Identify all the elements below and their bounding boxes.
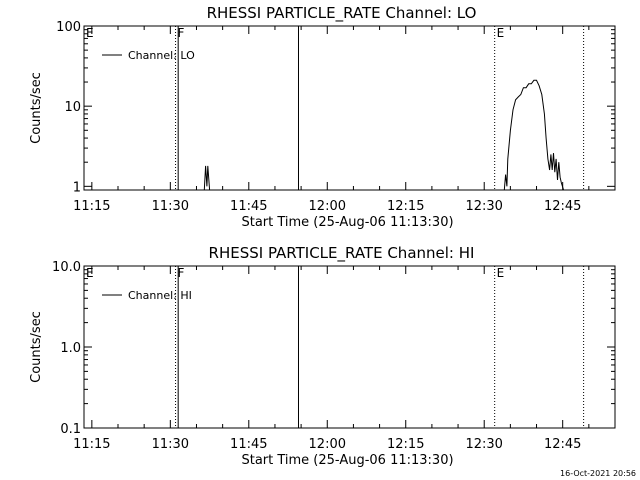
- footer-timestamp: 16-Oct-2021 20:56: [560, 469, 636, 478]
- chart-panel-0: RHESSI PARTICLE_RATE Channel: LO 11:15 11:…: [29, 4, 616, 230]
- x-tick-label: 12:00: [309, 437, 346, 452]
- y-tick-label: 1.0: [60, 341, 81, 356]
- y-tick-label: 10: [64, 100, 81, 115]
- x-tick-label: 11:45: [230, 199, 267, 214]
- x-tick-label: 11:30: [152, 437, 189, 452]
- x-tick-label: 11:15: [73, 437, 110, 452]
- event-marker-label: F: [178, 26, 185, 40]
- x-tick-label: 12:45: [544, 437, 581, 452]
- x-axis-label: Start Time (25-Aug-06 11:13:30): [241, 453, 453, 468]
- series-line: [503, 79, 565, 190]
- chart-title: RHESSI PARTICLE_RATE Channel: HI: [209, 244, 475, 263]
- x-tick-label: 12:30: [465, 437, 502, 452]
- y-axis-label: Counts/sec: [29, 72, 44, 144]
- y-axis-label: Counts/sec: [29, 311, 44, 383]
- chart-title: RHESSI PARTICLE_RATE Channel: LO: [207, 4, 477, 23]
- x-tick-label: 12:15: [387, 199, 424, 214]
- event-marker-label: E: [86, 266, 94, 280]
- y-tick-label: 100: [56, 20, 81, 35]
- event-marker-label: E: [86, 26, 94, 40]
- x-tick-label: 12:00: [309, 199, 346, 214]
- y-tick-label: 10.0: [52, 260, 81, 275]
- y-tick-label: 1: [73, 180, 81, 195]
- chart-panel-1: RHESSI PARTICLE_RATE Channel: HI 11:15 11:…: [29, 244, 616, 468]
- event-marker-label: E: [497, 26, 505, 40]
- x-tick-label: 11:30: [152, 199, 189, 214]
- y-tick-label: 0.1: [60, 422, 81, 437]
- x-tick-label: 12:15: [387, 437, 424, 452]
- x-tick-label: 11:45: [230, 437, 267, 452]
- x-tick-label: 11:15: [73, 199, 110, 214]
- x-tick-label: 12:45: [544, 199, 581, 214]
- series-line: [203, 165, 211, 190]
- legend-label: Channel: HI: [128, 289, 192, 302]
- x-axis-label: Start Time (25-Aug-06 11:13:30): [241, 215, 453, 230]
- event-marker-label: E: [497, 266, 505, 280]
- x-tick-label: 12:30: [465, 199, 502, 214]
- legend-label: Channel: LO: [128, 49, 195, 62]
- event-marker-label: F: [178, 266, 185, 280]
